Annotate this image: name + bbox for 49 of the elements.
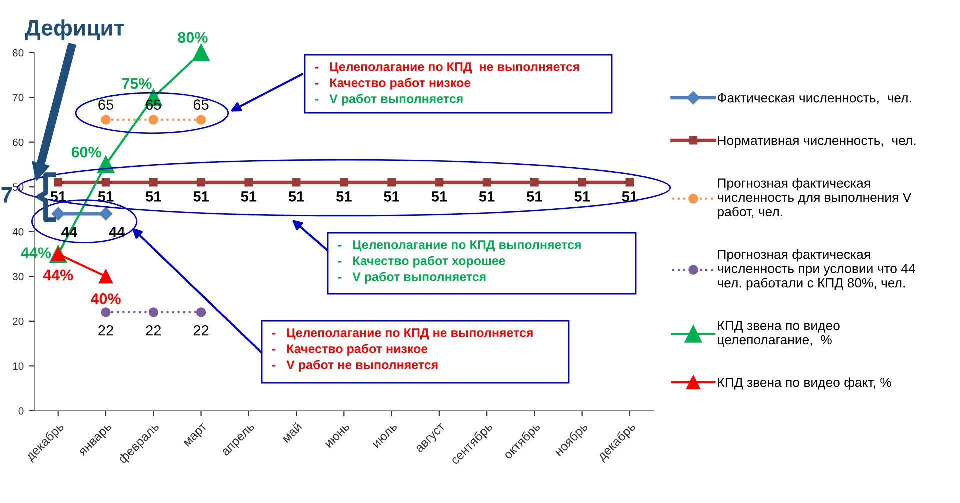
legend-label: КПД звена по видео факт, % [718,378,892,390]
annotation: 44% [21,248,52,258]
y-tick-label: 60 [13,138,24,146]
y-tick-label: 10 [13,362,24,370]
annotation: 44% [43,270,74,281]
data-label: 65 [194,100,209,110]
annotation: - V работ выполняется [338,272,486,284]
legend-label: Прогнозная фактическая численность для выполнения V работ, чел. [718,178,912,220]
annotation: - Целеполагание по КПД не выполняется [272,328,533,340]
data-label: 51 [384,192,400,202]
y-tick-label: 0 [18,407,24,415]
x-tick-label: май [281,422,302,444]
data-label: 51 [527,192,542,202]
text: 7 [2,187,12,203]
legend-label: Нормативная численность, чел. [718,136,916,148]
data-label: 65 [98,100,114,110]
data-label: 51 [194,192,209,202]
annotation: - Качество работ низкое [272,344,428,356]
data-label: 51 [288,192,304,202]
legend-label: Прогнозная фактическая численность при условии что 44 чел. работали с КПД 80%, чел. [718,250,916,290]
annotation: - V работ не выполняется [272,360,438,372]
legend-label: Фактическая численность, чел. [718,93,912,104]
data-label: 51 [432,192,448,202]
data-label: 22 [98,325,114,336]
annotation: 40% [90,294,121,304]
annotation: - Целеполагание по КПД выполняется [338,240,581,252]
annotation: 60% [72,146,102,158]
data-label: 51 [479,192,495,202]
legend-label: КПД звена по видео целеполагание, % [718,321,840,348]
data-label: 51 [146,192,162,202]
data-label: 51 [336,192,352,202]
annotation: - Целеполагание по КПД не выполняется [315,62,580,74]
y-tick-label: 20 [13,318,24,326]
y-tick-label: 30 [12,273,24,281]
annotation: - Качество работ низкое [315,78,471,90]
data-label: 44 [109,227,126,238]
text: Дефицит [25,20,124,40]
data-label: 22 [146,325,162,336]
data-label: 51 [98,192,114,202]
annotation: 80% [178,32,208,44]
data-label: 51 [241,192,257,202]
data-label: 51 [574,192,590,202]
annotation: - Качество работ хорошее [338,256,506,268]
annotation: 75% [122,78,152,90]
y-tick-label: 80 [13,49,24,57]
y-tick-label: 40 [12,228,24,236]
data-label: 22 [194,325,209,336]
y-tick-label: 70 [13,94,24,102]
annotation: - V работ выполняется [315,94,463,106]
